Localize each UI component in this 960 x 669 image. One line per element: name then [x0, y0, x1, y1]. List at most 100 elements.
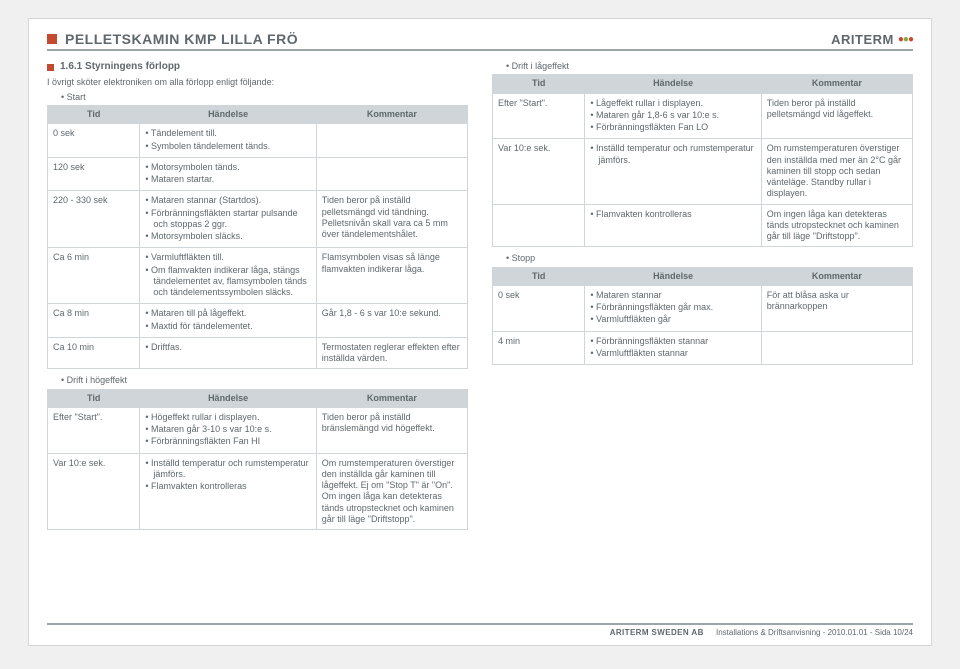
table-row: Ca 8 min Mataren till på lågeffekt. Maxtid…	[48, 304, 468, 338]
table-row: Ca 10 min Driftfas. Termostaten reglerar e…	[48, 337, 468, 369]
table-row: 0 sek Tändelement till. Symbolen tändeleme…	[48, 124, 468, 158]
table-row: 4 minFörbränningsfläkten stannarVarmluft…	[493, 331, 913, 365]
table-row: 0 sekMataren stannarFörbränningsfläkten …	[493, 285, 913, 331]
cell-tid: 0 sek	[493, 285, 585, 331]
event-item: Lågeffekt rullar i displayen.	[590, 98, 755, 109]
cell-handelse: Förbränningsfläkten stannarVarmluftfläkt…	[585, 331, 761, 365]
cell-tid: 120 sek	[48, 157, 140, 191]
cell-handelse: Inställd temperatur och rumstemperatur j…	[585, 139, 761, 204]
cell-handelse: Högeffekt rullar i displayen.Mataren går…	[140, 407, 316, 453]
cell-tid: Var 10:e sek.	[493, 139, 585, 204]
event-item: Symbolen tändelement tänds.	[145, 141, 310, 152]
cell-kommentar	[316, 157, 467, 191]
cell-handelse: Mataren till på lågeffekt. Maxtid för tän…	[140, 304, 316, 338]
col-handelse: Händelse	[585, 267, 761, 285]
brand-dots-icon: ●●●	[898, 34, 913, 45]
header-title: PELLETSKAMIN KMP LILLA FRÖ	[65, 31, 298, 47]
footer: ARITERM SWEDEN AB Installations & Drifts…	[47, 623, 913, 637]
hogeffekt-table: Tid Händelse Kommentar Efter "Start".Hög…	[47, 389, 468, 531]
cell-tid: Ca 8 min	[48, 304, 140, 338]
event-item: Inställd temperatur och rumstemperatur j…	[145, 458, 310, 481]
section-number: 1.6.1	[60, 61, 82, 72]
footer-text: Installations & Driftsanvisning - 2010.0…	[716, 628, 913, 637]
cell-tid	[493, 204, 585, 247]
cell-handelse: Inställd temperatur och rumstemperatur j…	[140, 453, 316, 530]
cell-kommentar	[316, 124, 467, 158]
col-kommentar: Kommentar	[761, 75, 912, 93]
cell-tid: 4 min	[493, 331, 585, 365]
start-label: Start	[61, 92, 468, 103]
section-square-icon	[47, 64, 54, 71]
event-item: Högeffekt rullar i displayen.	[145, 412, 310, 423]
event-item: Mataren går 3-10 s var 10:e s.	[145, 424, 310, 435]
event-item: Tändelement till.	[145, 128, 310, 139]
event-item: Förbränningsfläkten stannar	[590, 336, 755, 347]
event-item: Varmluftfläkten till.	[145, 252, 310, 263]
event-item: Mataren stannar (Startdos).	[145, 195, 310, 206]
event-item: Förbränningsfläkten går max.	[590, 302, 755, 313]
header-brand: ARITERM ●●●	[831, 32, 913, 47]
cell-kommentar: Går 1,8 - 6 s var 10:e sekund.	[316, 304, 467, 338]
cell-kommentar: Flamsymbolen visas så länge flamvakten i…	[316, 248, 467, 304]
table-row: Var 10:e sek.Inställd temperatur och rum…	[48, 453, 468, 530]
cell-kommentar: Om ingen låga kan detekteras tänds utrop…	[761, 204, 912, 247]
event-item: Inställd temperatur och rumstemperatur j…	[590, 143, 755, 166]
section-name: Styrningens förlopp	[85, 61, 180, 72]
cell-tid: Ca 10 min	[48, 337, 140, 369]
event-item: Förbränningsfläkten Fan HI	[145, 436, 310, 447]
page: PELLETSKAMIN KMP LILLA FRÖ ARITERM ●●● 1…	[28, 18, 932, 646]
col-kommentar: Kommentar	[761, 267, 912, 285]
event-item: Om flamvakten indikerar låga, stängs tän…	[145, 265, 310, 299]
event-item: Flamvakten kontrolleras	[590, 209, 755, 220]
event-item: Mataren stannar	[590, 290, 755, 301]
cell-handelse: Mataren stannarFörbränningsfläkten går m…	[585, 285, 761, 331]
header-bar: PELLETSKAMIN KMP LILLA FRÖ ARITERM ●●●	[47, 31, 913, 51]
table-row: Ca 6 min Varmluftfläkten till. Om flamvakt…	[48, 248, 468, 304]
content-columns: 1.6.1 Styrningens förlopp I övrigt sköte…	[47, 61, 913, 536]
event-item: Maxtid för tändelementet.	[145, 321, 310, 332]
table-row: 120 sek Motorsymbolen tänds.Mataren start…	[48, 157, 468, 191]
event-item: Varmluftfläkten stannar	[590, 348, 755, 359]
col-handelse: Händelse	[140, 389, 316, 407]
right-column: Drift i lågeffekt Tid Händelse Kommentar…	[492, 61, 913, 536]
lageffekt-table: Tid Händelse Kommentar Efter "Start".Låg…	[492, 74, 913, 247]
event-item: Mataren går 1,8-6 s var 10:e s.	[590, 110, 755, 121]
cell-handelse: Lågeffekt rullar i displayen.Mataren går…	[585, 93, 761, 139]
col-tid: Tid	[48, 389, 140, 407]
footer-brand: ARITERM SWEDEN AB	[610, 628, 704, 637]
cell-kommentar	[761, 331, 912, 365]
col-handelse: Händelse	[585, 75, 761, 93]
event-item: Driftfas.	[145, 342, 310, 353]
cell-handelse: Flamvakten kontrolleras	[585, 204, 761, 247]
table-row: 220 - 330 sekMataren stannar (Startdos).…	[48, 191, 468, 248]
table-row: Efter "Start".Högeffekt rullar i display…	[48, 407, 468, 453]
cell-kommentar: Om rumstemperaturen överstiger den instä…	[316, 453, 467, 530]
col-tid: Tid	[493, 267, 585, 285]
cell-kommentar: Termostaten reglerar effekten efter inst…	[316, 337, 467, 369]
cell-handelse: Varmluftfläkten till. Om flamvakten indik…	[140, 248, 316, 304]
stopp-table: Tid Händelse Kommentar 0 sekMataren stan…	[492, 267, 913, 366]
cell-handelse: Mataren stannar (Startdos). Förbränningsf…	[140, 191, 316, 248]
cell-tid: Ca 6 min	[48, 248, 140, 304]
hogeffekt-label: Drift i högeffekt	[61, 375, 468, 386]
section-heading: 1.6.1 Styrningens förlopp	[47, 61, 468, 74]
col-tid: Tid	[48, 106, 140, 124]
event-item: Mataren startar.	[145, 174, 310, 185]
event-item: Motorsymbolen tänds.	[145, 162, 310, 173]
table-row: Var 10:e sek.Inställd temperatur och rum…	[493, 139, 913, 204]
cell-kommentar: Om rumstemperaturen överstiger den instä…	[761, 139, 912, 204]
event-item: Mataren till på lågeffekt.	[145, 308, 310, 319]
event-item: Förbränningsfläkten startar pulsande och…	[145, 208, 310, 231]
cell-kommentar: Tiden beror på inställd pelletsmängd vid…	[761, 93, 912, 139]
cell-tid: 0 sek	[48, 124, 140, 158]
brand-text: ARITERM	[831, 32, 894, 47]
cell-tid: Var 10:e sek.	[48, 453, 140, 530]
cell-kommentar: Tiden beror på inställd bränslemängd vid…	[316, 407, 467, 453]
cell-kommentar: För att blåsa aska ur brännarkoppen	[761, 285, 912, 331]
section-title: 1.6.1 Styrningens förlopp	[60, 61, 180, 74]
stopp-label: Stopp	[506, 253, 913, 264]
cell-kommentar: Tiden beror på inställd pelletsmängd vid…	[316, 191, 467, 248]
header-left: PELLETSKAMIN KMP LILLA FRÖ	[47, 31, 298, 47]
event-item: Motorsymbolen släcks.	[145, 231, 310, 242]
table-row: Efter "Start".Lågeffekt rullar i display…	[493, 93, 913, 139]
